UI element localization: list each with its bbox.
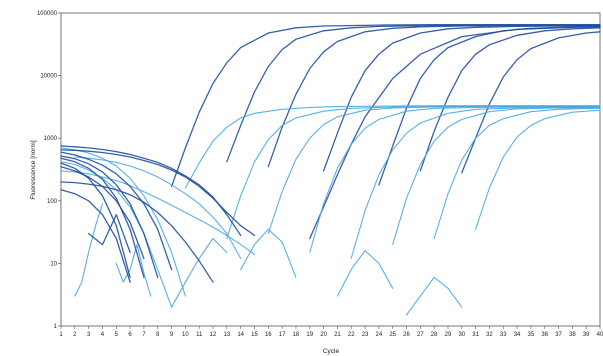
series-line-22 xyxy=(115,244,152,297)
y-tick-label: 1 xyxy=(54,324,58,330)
x-axis: 1 2 3 4 5 6 7 8 9 10 11 12 13 14 15 16 17 18 19 20 21 22 23 24 2… xyxy=(59,326,603,338)
x-tick-label: 18 xyxy=(293,332,300,338)
x-tick-label: 1 xyxy=(59,332,63,338)
series-line-31 xyxy=(60,145,242,237)
y-tick-label: 10 xyxy=(50,261,57,267)
plot-border xyxy=(60,12,601,327)
x-tick-label: 11 xyxy=(196,332,203,338)
x-tick-label: 10 xyxy=(182,332,189,338)
series-line-32 xyxy=(60,149,256,237)
x-tick-label: 36 xyxy=(541,332,548,338)
series-line-8 xyxy=(461,31,601,174)
x-tick-label: 6 xyxy=(128,332,132,338)
x-tick-label: 19 xyxy=(306,332,313,338)
series-line-2 xyxy=(226,24,601,163)
series-line-7 xyxy=(419,27,601,172)
x-tick-label: 35 xyxy=(528,332,535,338)
x-tick-label: 25 xyxy=(389,332,396,338)
series-line-15 xyxy=(433,107,601,240)
series-line-23 xyxy=(171,237,228,308)
x-tick-label: 7 xyxy=(142,332,146,338)
x-tick-label: 15 xyxy=(251,332,258,338)
x-tick-label: 5 xyxy=(115,332,119,338)
series-line-11 xyxy=(267,106,601,235)
series-line-14 xyxy=(392,107,601,246)
series-line-3 xyxy=(267,24,601,168)
x-tick-label: 9 xyxy=(170,332,174,338)
series-line-20 xyxy=(74,156,242,259)
y-tick-label: 10000 xyxy=(40,74,57,80)
x-tick-label: 39 xyxy=(583,332,590,338)
y-tick-label: 1000 xyxy=(44,136,58,142)
y-axis: 1 10 100 1000 10000 100000 xyxy=(37,11,61,330)
series-line-17 xyxy=(60,147,186,297)
series-line-30 xyxy=(60,162,131,278)
x-tick-label: 2 xyxy=(73,332,77,338)
x-tick-label: 17 xyxy=(279,332,286,338)
series-line-18 xyxy=(60,161,173,308)
x-tick-label: 37 xyxy=(555,332,562,338)
series-line-13 xyxy=(350,106,601,259)
series-line-29 xyxy=(60,157,145,278)
series-line-36 xyxy=(87,214,131,254)
series-line-12 xyxy=(309,106,601,253)
x-tick-label: 21 xyxy=(334,332,341,338)
x-tick-label: 32 xyxy=(486,332,493,338)
x-tick-label: 33 xyxy=(500,332,507,338)
series-line-5 xyxy=(309,26,601,240)
series-line-34 xyxy=(60,181,214,283)
series-line-35 xyxy=(60,189,131,283)
x-tick-label: 40 xyxy=(597,332,603,338)
x-tick-label: 28 xyxy=(431,332,438,338)
x-tick-label: 27 xyxy=(417,332,424,338)
y-tick-label: 100 xyxy=(47,199,58,205)
x-tick-label: 3 xyxy=(87,332,91,338)
x-tick-label: 12 xyxy=(210,332,217,338)
x-tick-label: 38 xyxy=(569,332,576,338)
x-tick-label: 26 xyxy=(403,332,410,338)
series-line-25 xyxy=(336,250,394,297)
x-tick-label: 24 xyxy=(376,332,383,338)
x-tick-label: 30 xyxy=(458,332,465,338)
x-tick-label: 13 xyxy=(224,332,231,338)
x-tick-label: 20 xyxy=(320,332,327,338)
series-line-16 xyxy=(475,109,601,230)
x-tick-label: 23 xyxy=(362,332,369,338)
series-line-21 xyxy=(74,203,104,297)
series-line-24 xyxy=(240,228,297,278)
series-line-28 xyxy=(60,155,159,278)
x-tick-label: 31 xyxy=(472,332,479,338)
series-line-4 xyxy=(322,25,601,172)
y-axis-title: Fluorescence [norm] xyxy=(30,140,37,199)
x-tick-label: 34 xyxy=(514,332,521,338)
x-tick-label: 8 xyxy=(156,332,160,338)
series-group xyxy=(60,24,601,316)
x-tick-label: 22 xyxy=(348,332,355,338)
y-tick-label: 100000 xyxy=(37,11,58,17)
x-tick-label: 4 xyxy=(101,332,105,338)
series-line-19 xyxy=(60,170,256,255)
series-line-26 xyxy=(405,276,463,316)
x-tick-label: 14 xyxy=(237,332,244,338)
series-line-9 xyxy=(184,105,601,189)
x-tick-label: 29 xyxy=(445,332,452,338)
series-line-27 xyxy=(60,151,173,271)
x-tick-label: 16 xyxy=(265,332,272,338)
plot-frame xyxy=(60,12,601,327)
series-line-6 xyxy=(378,25,601,186)
x-axis-title: Cycle xyxy=(323,348,340,355)
